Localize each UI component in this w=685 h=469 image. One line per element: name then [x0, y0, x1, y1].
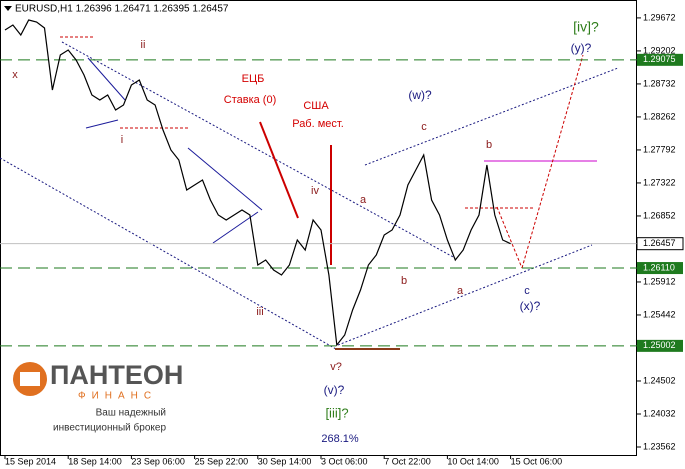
x-tick-label: 15 Sep 2014 [5, 456, 56, 466]
wave-label: Раб. мест. [292, 118, 344, 130]
y-tick-label: 1.28262 [643, 111, 676, 121]
logo-name: ПАНТЕОН [50, 360, 183, 390]
logo-line: Ваш надежный [96, 408, 166, 419]
x-tick-label: 10 Oct 14:00 [447, 456, 499, 466]
y-tick-label: 1.24502 [643, 375, 676, 385]
level-box [637, 262, 683, 275]
wave-label: США [303, 100, 329, 112]
y-tick-label: 1.26852 [643, 210, 676, 220]
plot-frame [0, 0, 637, 456]
wave-label: [iii]? [325, 405, 348, 420]
wave-label: ЕЦБ [242, 73, 265, 85]
wave-label: b [486, 139, 492, 151]
current-price-label: 1.26457 [643, 238, 676, 248]
price-line [4, 19, 511, 347]
wave-label: ii [141, 39, 146, 51]
level-label: 1.29075 [643, 54, 676, 64]
wave-label: 268.1% [321, 433, 359, 445]
x-tick-label: 7 Oct 22:00 [384, 456, 431, 466]
wave-label: [iv]? [573, 19, 599, 35]
trend-lines [0, 36, 619, 350]
x-tick-label: 18 Sep 14:00 [68, 456, 122, 466]
y-tick-label: 1.25912 [643, 276, 676, 286]
wave-label: v? [330, 361, 342, 373]
wave-label: i [121, 134, 123, 146]
wave-label: x [12, 69, 18, 81]
x-tick-label: 23 Sep 06:00 [131, 456, 185, 466]
wave-label: iii [256, 306, 263, 318]
wave-label: (x)? [520, 299, 541, 313]
wave-label: a [360, 194, 367, 206]
y-tick-label: 1.27322 [643, 177, 676, 187]
logo: ПАНТЕОН ФИНАНС Ваш надежный инвестиционн… [13, 360, 183, 434]
y-tick-label: 1.25442 [643, 309, 676, 319]
level-label: 1.25002 [643, 340, 676, 350]
wave-label: (w)? [408, 88, 432, 102]
level-label: 1.26110 [643, 262, 675, 272]
wave-label: (y)? [571, 41, 592, 55]
price-axis [637, 0, 685, 469]
wave-label: a [457, 285, 464, 297]
wave-label: b [401, 275, 407, 287]
logo-emblem-inner [20, 372, 40, 386]
wave-label: Ставка (0) [224, 94, 277, 106]
x-tick-label: 30 Sep 14:00 [258, 456, 312, 466]
y-tick-label: 1.29202 [643, 45, 676, 55]
wave-label: c [421, 121, 427, 133]
wave-label: (v)? [324, 383, 345, 397]
x-tick-label: 3 Oct 06:00 [321, 456, 368, 466]
logo-line: инвестиционный брокер [53, 422, 166, 434]
logo-sub: ФИНАНС [78, 391, 157, 402]
menu-arrow [4, 6, 12, 11]
chart-title: EURUSD,H1 1.26396 1.26471 1.26395 1.2645… [15, 4, 229, 15]
wave-label: c [524, 285, 530, 297]
wave-label: iv [311, 185, 319, 197]
y-tick-label: 1.28732 [643, 78, 676, 88]
level-box [637, 53, 683, 66]
x-tick-label: 15 Oct 06:00 [511, 456, 563, 466]
y-tick-label: 1.27792 [643, 144, 676, 154]
y-tick-label: 1.23562 [643, 441, 676, 451]
y-tick-label: 1.24032 [643, 408, 676, 418]
current-price-box [636, 237, 684, 251]
x-tick-label: 25 Sep 22:00 [195, 456, 249, 466]
y-tick-label: 1.29672 [643, 12, 676, 22]
level-box [637, 339, 683, 352]
